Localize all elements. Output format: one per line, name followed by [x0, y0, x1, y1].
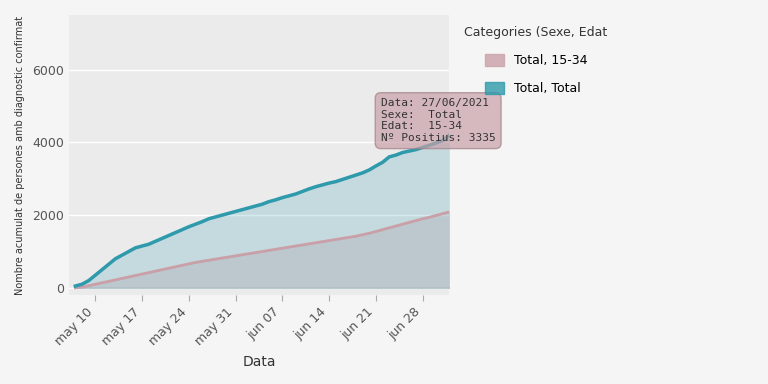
- Text: Data: 27/06/2021
Sexe:  Total
Edat:  15-34
Nº Positius: 3335: Data: 27/06/2021 Sexe: Total Edat: 15-34…: [381, 98, 495, 143]
- Legend: Total, 15-34, Total, Total: Total, 15-34, Total, Total: [459, 21, 613, 100]
- Y-axis label: Nombre acumulat de persones amb diagnostic confirmat: Nombre acumulat de persones amb diagnost…: [15, 15, 25, 295]
- X-axis label: Data: Data: [242, 355, 276, 369]
